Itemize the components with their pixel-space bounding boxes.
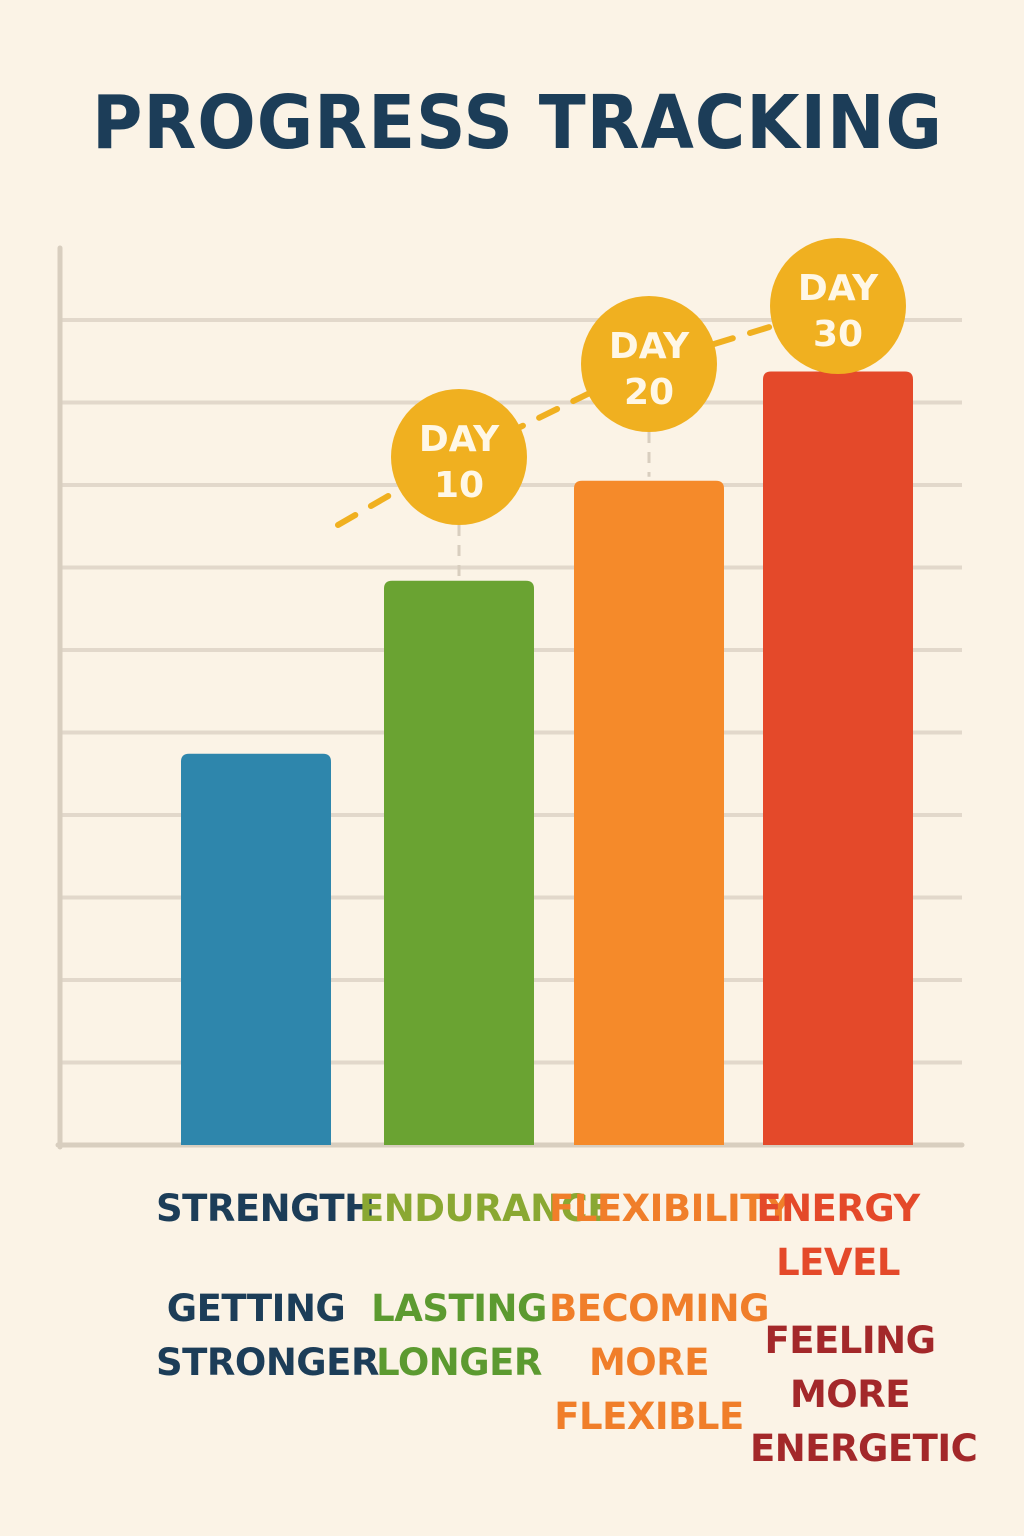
milestone-label: DAY 30 (798, 268, 879, 355)
milestone-day-3: DAY 30 (770, 238, 906, 374)
category-subtitle-2: LASTING LONGER (371, 1287, 547, 1384)
bars (181, 371, 913, 1145)
milestone-label: DAY 10 (419, 419, 500, 506)
milestone-label: DAY 20 (609, 326, 690, 413)
chart-title: PROGRESS TRACKING (92, 80, 943, 166)
bar-2 (384, 580, 534, 1145)
bar-3 (574, 480, 724, 1145)
category-label-1: STRENGTH (156, 1187, 375, 1230)
bar-1 (181, 753, 331, 1145)
bar-4 (763, 371, 913, 1145)
milestones: DAY 10 DAY 20 DAY 30 (391, 238, 906, 525)
category-subtitle-3: BECOMING MORE FLEXIBLE (549, 1287, 770, 1438)
category-subtitle-1: GETTING STRONGER (156, 1287, 379, 1384)
category-label-4: ENERGY LEVEL (756, 1187, 920, 1284)
category-label-3: FLEXIBILITY (549, 1187, 792, 1230)
milestone-circle (581, 296, 717, 432)
milestone-circle (770, 238, 906, 374)
milestone-day-1: DAY 10 (391, 389, 527, 525)
milestone-circle (391, 389, 527, 525)
category-subtitle-4: FEELING MORE ENERGETIC (750, 1319, 978, 1470)
milestone-day-2: DAY 20 (581, 296, 717, 432)
category-label-2: ENDURANCE (359, 1187, 613, 1230)
